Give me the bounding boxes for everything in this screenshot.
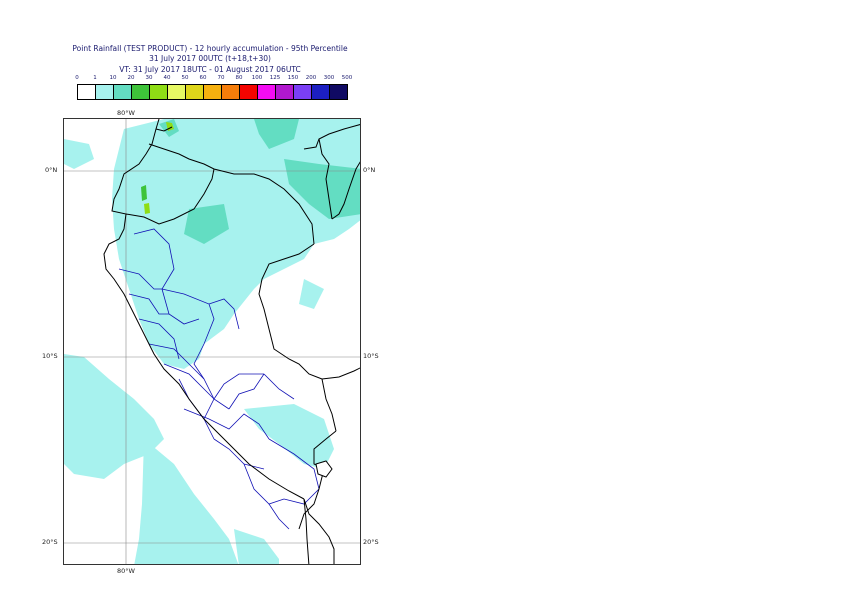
legend-color-box (221, 84, 240, 100)
lat-label-0-right: 0°N (363, 166, 376, 174)
lat-label-10-left: 10°S (42, 352, 58, 360)
legend-color-box (149, 84, 168, 100)
lat-label-20-right: 20°S (363, 538, 379, 546)
legend-threshold-label: 500 (341, 75, 353, 81)
title-line-1: Point Rainfall (TEST PRODUCT) - 12 hourl… (72, 44, 348, 53)
legend-color-box (203, 84, 222, 100)
legend-threshold-label: 70 (217, 75, 225, 81)
legend-color-box (185, 84, 204, 100)
legend-threshold-label: 150 (287, 75, 299, 81)
legend-threshold-label: 80 (235, 75, 243, 81)
lat-label-10-right: 10°S (363, 352, 379, 360)
legend-color-box (239, 84, 258, 100)
legend-color-box (311, 84, 330, 100)
rainfall-field-land (112, 119, 360, 469)
legend-color-box (275, 84, 294, 100)
color-legend: 0 1 10 20 30 40 50 60 70 80 100 125 150 200 300 500 (75, 75, 352, 103)
lat-label-0-left: 0°N (45, 166, 58, 174)
legend-color-box (167, 84, 186, 100)
lon-label-bottom: 80°W (117, 567, 135, 575)
legend-threshold-label: 300 (323, 75, 335, 81)
legend-threshold-label: 100 (251, 75, 263, 81)
lon-label-top: 80°W (117, 109, 135, 117)
legend-threshold-label: 20 (127, 75, 135, 81)
admin-borders (118, 228, 320, 530)
legend-threshold-label: 200 (305, 75, 317, 81)
rainfall-map (63, 118, 361, 565)
legend-color-box (77, 84, 96, 100)
legend-threshold-label: 10 (109, 75, 117, 81)
legend-color-box (95, 84, 114, 100)
coastline-and-borders (103, 119, 360, 564)
legend-color-box (131, 84, 150, 100)
legend-threshold-label: 30 (145, 75, 153, 81)
legend-threshold-label: 50 (181, 75, 189, 81)
legend-color-box (293, 84, 312, 100)
legend-threshold-label: 0 (75, 75, 79, 81)
title-line-3: VT: 31 July 2017 18UTC - 01 August 2017 … (119, 65, 301, 74)
rainfall-field-ocean (64, 139, 324, 564)
lat-label-20-left: 20°S (42, 538, 58, 546)
legend-threshold-label: 40 (163, 75, 171, 81)
legend-color-box (329, 84, 348, 100)
title-line-2: 31 July 2017 00UTC (t+18,t+30) (149, 54, 271, 63)
legend-threshold-label: 125 (269, 75, 281, 81)
map-gridlines (64, 119, 360, 564)
legend-threshold-label: 60 (199, 75, 207, 81)
legend-color-box (257, 84, 276, 100)
map-canvas (64, 119, 360, 564)
legend-threshold-label: 1 (93, 75, 97, 81)
legend-color-box (113, 84, 132, 100)
